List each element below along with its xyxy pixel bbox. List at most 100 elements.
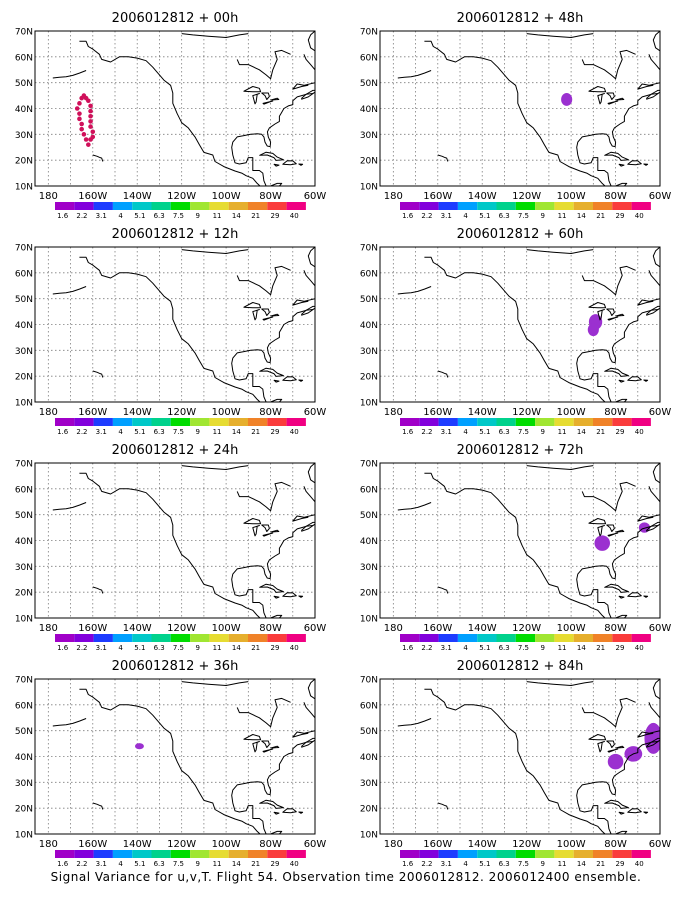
colorbar-segment: [496, 202, 516, 210]
coastline-island: [662, 79, 675, 91]
colorbar-segment: [55, 418, 75, 426]
coastline: [652, 31, 660, 52]
colorbar-segment: [400, 634, 420, 642]
colorbar-segment: [228, 202, 248, 210]
coastline-island: [646, 523, 660, 532]
colorbar-label: 4: [118, 644, 123, 652]
panel-title: 2006012812 + 60h: [457, 227, 584, 242]
colorbar-segment: [554, 418, 574, 426]
coastline-island: [606, 92, 615, 100]
panel-title: 2006012812 + 36h: [112, 659, 239, 674]
coastline: [181, 465, 249, 470]
colorbar-label: 5.1: [479, 428, 490, 436]
coastline-island: [597, 309, 605, 321]
map-contents: [380, 463, 660, 618]
lon-tick-label: 160W: [423, 839, 452, 850]
colorbar-segment: [400, 850, 420, 858]
coastline: [397, 502, 432, 511]
colorbar-segment: [151, 202, 171, 210]
colorbar-label: 2.2: [76, 644, 87, 652]
colorbar-segment: [190, 850, 210, 858]
colorbar-segment: [170, 418, 191, 426]
coastline-island: [262, 100, 274, 105]
colorbar-segment: [554, 202, 574, 210]
colorbar-label: 29: [615, 644, 624, 652]
figure-caption: Signal Variance for u,v,T. Flight 54. Ob…: [50, 870, 642, 884]
colorbar-label: 14: [232, 428, 241, 436]
coastline-island: [607, 100, 619, 105]
lat-tick-label: 30N: [15, 779, 33, 789]
coastline: [181, 249, 249, 254]
lat-tick-label: 20N: [360, 805, 378, 815]
lon-tick-label: 120W: [167, 191, 196, 202]
colorbar-label: 40: [635, 212, 644, 220]
lat-tick-label: 50N: [15, 79, 33, 89]
coastline-island: [618, 163, 625, 167]
lon-tick-label: 80W: [259, 839, 282, 850]
lat-tick-label: 10N: [15, 615, 33, 625]
coastline: [92, 586, 104, 594]
colorbar-segment: [515, 850, 536, 858]
coastline-island: [261, 92, 270, 100]
coastline: [397, 70, 432, 79]
lon-tick-label: 160W: [423, 191, 452, 202]
colorbar-label: 6.3: [499, 860, 510, 868]
colorbar-segment: [267, 850, 287, 858]
colorbar-segment: [573, 850, 593, 858]
coastline-island: [588, 734, 607, 741]
colorbar-segment: [515, 418, 536, 426]
colorbar-label: 2.2: [76, 212, 87, 220]
colorbar-segment: [74, 634, 94, 642]
colorbar-label: 21: [596, 644, 605, 652]
colorbar-segment: [477, 634, 497, 642]
lon-tick-label: 80W: [604, 839, 627, 850]
map-frame: [379, 246, 661, 403]
lon-tick-label: 180: [384, 191, 403, 202]
map-contents: [380, 247, 660, 402]
colorbar-label: 14: [232, 860, 241, 868]
lon-tick-label: 60W: [649, 191, 672, 202]
coastline-island: [643, 163, 649, 166]
coastline: [652, 247, 660, 268]
coastline: [92, 370, 104, 378]
lat-tick-label: 10N: [360, 399, 378, 409]
colorbar-segment: [209, 418, 229, 426]
colorbar-segment: [438, 202, 458, 210]
colorbar-segment: [573, 202, 593, 210]
coastline: [236, 49, 291, 80]
colorbar-label: 3.1: [441, 212, 452, 220]
lon-tick-label: 80W: [259, 407, 282, 418]
coastline: [181, 33, 249, 38]
coastline: [236, 697, 291, 728]
colorbar-segment: [228, 418, 248, 426]
map-contents: [35, 247, 315, 402]
colorbar-segment: [74, 418, 94, 426]
map-panel: 2006012812 + 24h 70N 60N 50N 40N 30N 20N 10N 180…: [15, 443, 327, 652]
coastline: [526, 249, 594, 254]
colorbar-label: 21: [596, 428, 605, 436]
lon-tick-label: 160W: [423, 623, 452, 634]
coastline-island: [627, 376, 642, 382]
lon-tick-label: 140W: [123, 191, 152, 202]
colorbar-segment: [515, 634, 536, 642]
lat-tick-label: 50N: [360, 727, 378, 737]
coastline-island: [262, 532, 274, 537]
colorbar-label: 4: [463, 428, 468, 436]
coastline-island: [607, 316, 619, 321]
colorbar-segment: [612, 418, 632, 426]
colorbar-label: 4: [118, 860, 123, 868]
colorbar-segment: [612, 634, 632, 642]
lat-tick-label: 50N: [15, 727, 33, 737]
colorbar-label: 11: [558, 860, 567, 868]
colorbar-label: 29: [270, 212, 279, 220]
map-panel: 2006012812 + 84h 70N 60N 50N 40N 30N 20N 10N 180…: [360, 659, 672, 868]
coastline: [581, 697, 636, 728]
coastline-island: [259, 583, 284, 593]
signal-dot: [88, 124, 93, 129]
coastline-island: [618, 379, 625, 383]
colorbar-segment: [112, 202, 133, 210]
lat-tick-label: 10N: [15, 399, 33, 409]
coastline-island: [615, 529, 625, 533]
coastline-island: [252, 93, 260, 105]
coastline: [581, 49, 636, 80]
